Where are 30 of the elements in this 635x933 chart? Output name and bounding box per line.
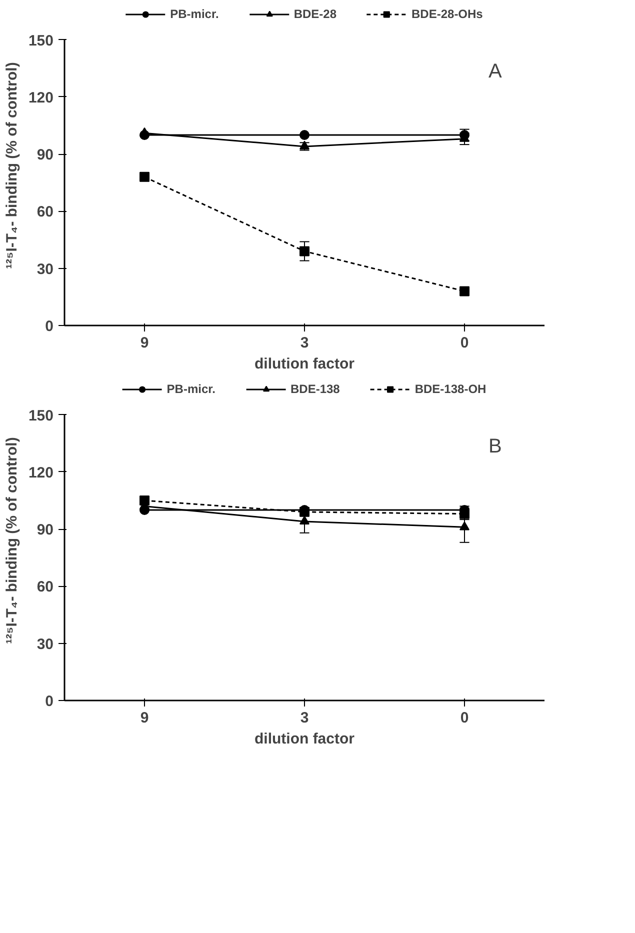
x-tick-label: 3 [300, 334, 309, 352]
legend-label: BDE-138 [290, 382, 340, 396]
y-tick-label: 0 [45, 693, 54, 710]
x-axis-title: dilution factor [254, 356, 355, 372]
y-tick-label: 90 [36, 146, 54, 164]
y-tick-label: 30 [36, 636, 54, 653]
legend-label: PB-micr. [170, 7, 219, 21]
y-tick-label: 30 [36, 260, 54, 278]
legend-label: BDE-28 [294, 7, 337, 21]
legend-label: BDE-28-OHs [412, 7, 483, 21]
y-tick-label: 90 [36, 522, 54, 539]
y-tick-label: 120 [28, 89, 54, 106]
annotation: A [488, 60, 502, 83]
y-tick-label: 150 [28, 407, 54, 424]
y-axis-title: ¹²⁵I-T₄- binding (% of control) [3, 437, 20, 644]
legend-label: PB-micr. [166, 382, 216, 396]
annotation: B [488, 436, 502, 458]
x-tick-label: 0 [460, 334, 469, 352]
legend-label: BDE-138-OH [414, 382, 486, 396]
x-tick-label: 3 [300, 710, 309, 726]
x-tick-label: 9 [140, 710, 149, 726]
x-tick-label: 0 [460, 710, 469, 726]
x-tick-label: 9 [140, 334, 149, 352]
x-axis-title: dilution factor [254, 730, 355, 748]
y-tick-label: 60 [36, 204, 54, 221]
y-axis-title: ¹²⁵I-T₄- binding (% of control) [3, 62, 20, 269]
y-tick-label: 120 [28, 464, 54, 482]
y-tick-label: 0 [45, 318, 54, 335]
y-tick-label: 60 [36, 578, 54, 596]
y-tick-label: 150 [28, 32, 54, 50]
